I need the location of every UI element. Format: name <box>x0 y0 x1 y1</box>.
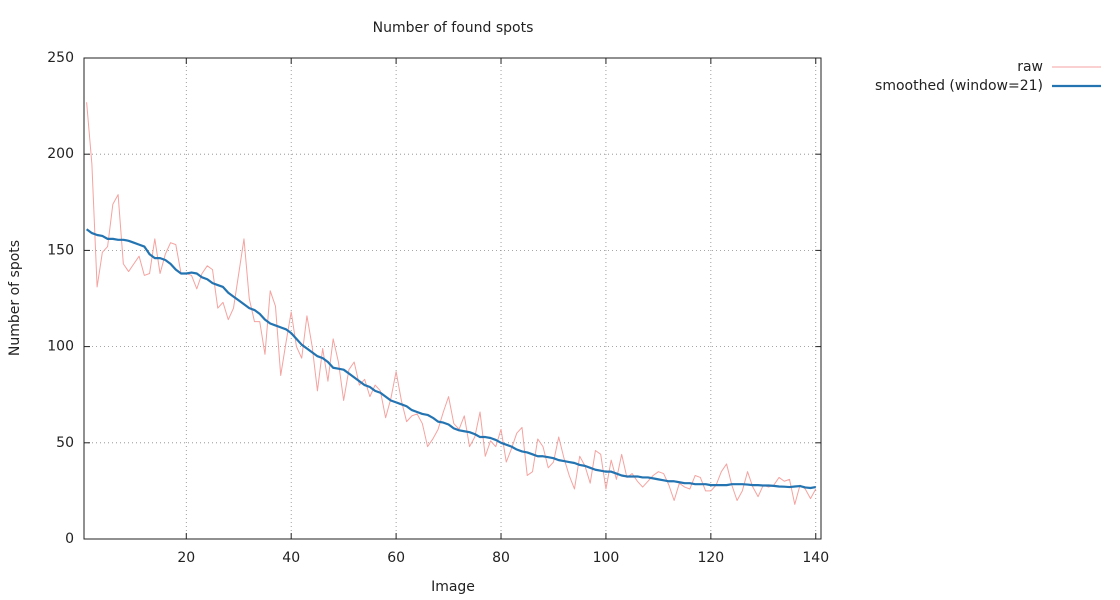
data-line <box>86 102 817 505</box>
x-tick-label: 40 <box>282 550 300 566</box>
x-tick-label: 20 <box>177 550 195 566</box>
y-tick-label: 200 <box>47 146 74 162</box>
x-tick-label: 120 <box>697 550 724 566</box>
x-tick-label: 80 <box>492 550 510 566</box>
y-axis-label: Number of spots <box>7 240 23 356</box>
legend-label: raw <box>1017 59 1043 75</box>
legend-label: smoothed (window=21) <box>875 78 1043 94</box>
y-tick-label: 150 <box>47 242 74 258</box>
x-tick-label: 60 <box>387 550 405 566</box>
y-tick-label: 100 <box>47 339 74 355</box>
x-tick-label: 140 <box>802 550 829 566</box>
plot-border <box>83 57 822 540</box>
y-tick-label: 0 <box>65 531 74 547</box>
y-tick-label: 50 <box>56 435 74 451</box>
y-tick-label: 250 <box>47 50 74 66</box>
x-tick-label: 100 <box>593 550 620 566</box>
data-line <box>85 228 816 490</box>
x-axis-label: Image <box>431 579 475 595</box>
chart-title: Number of found spots <box>373 20 534 36</box>
